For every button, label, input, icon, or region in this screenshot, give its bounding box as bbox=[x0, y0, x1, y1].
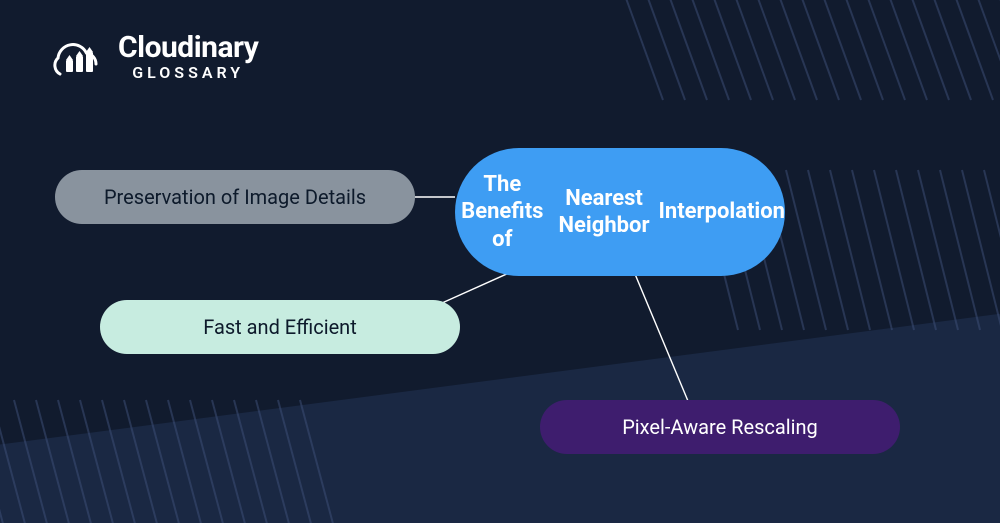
central-node-line: The Benefits of bbox=[455, 171, 550, 254]
brand-logo: Cloudinary GLOSSARY bbox=[52, 30, 258, 82]
brand-name: Cloudinary bbox=[118, 30, 258, 65]
child-node-pixel: Pixel-Aware Rescaling bbox=[540, 400, 900, 454]
child-node-preservation: Preservation of Image Details bbox=[55, 170, 415, 224]
brand-subtitle: GLOSSARY bbox=[118, 63, 258, 82]
child-node-fast: Fast and Efficient bbox=[100, 300, 460, 354]
cloud-icon bbox=[52, 36, 108, 76]
central-node-line: Interpolation bbox=[658, 198, 785, 226]
central-node-line: Nearest Neighbor bbox=[550, 185, 659, 240]
central-node: The Benefits ofNearest NeighborInterpola… bbox=[455, 148, 785, 276]
infographic-canvas: Cloudinary GLOSSARY Preservation of Imag… bbox=[0, 0, 1000, 523]
brand-text: Cloudinary GLOSSARY bbox=[118, 30, 258, 82]
